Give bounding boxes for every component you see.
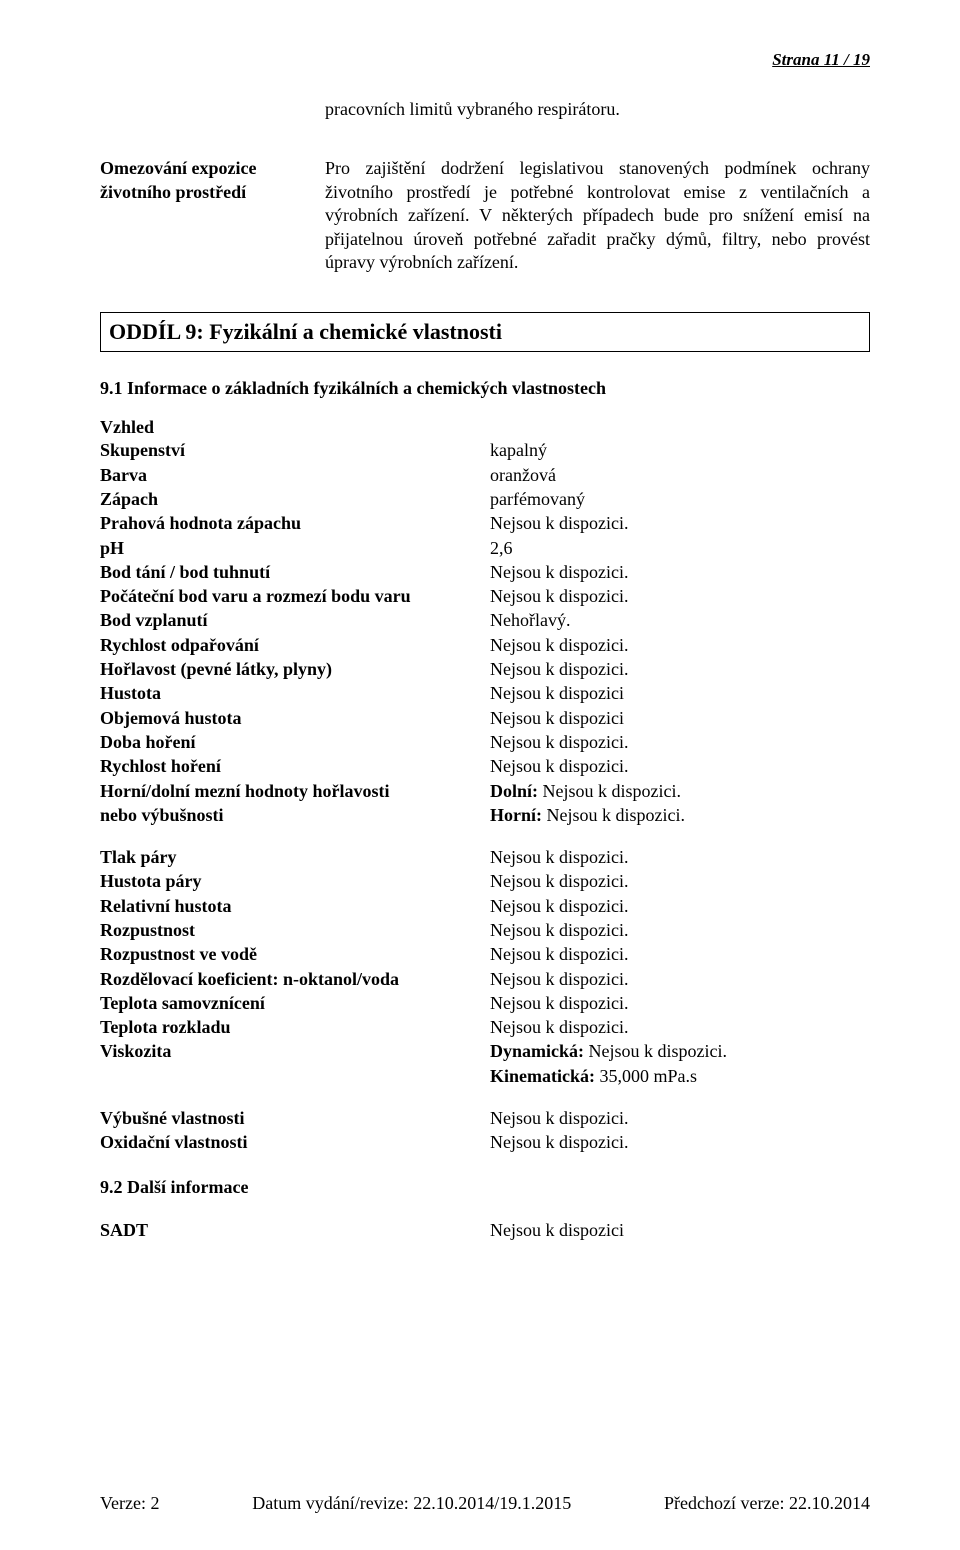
property-key: Barva	[100, 463, 490, 487]
property-value: Nejsou k dispozici.	[490, 918, 870, 942]
property-key: Rychlost hoření	[100, 754, 490, 778]
block1-keys: SkupenstvíBarvaZápachPrahová hodnota záp…	[100, 438, 490, 827]
property-value: Nejsou k dispozici.	[490, 845, 870, 869]
property-key: Tlak páry	[100, 845, 490, 869]
intro-main-row: Omezování expozice životního prostředí P…	[100, 157, 870, 274]
property-value: Nejsou k dispozici.	[490, 869, 870, 893]
property-key: Prahová hodnota zápachu	[100, 511, 490, 535]
footer: Verze: 2 Datum vydání/revize: 22.10.2014…	[100, 1493, 870, 1514]
property-key: Počáteční bod varu a rozmezí bodu varu	[100, 584, 490, 608]
property-key: nebo výbušnosti	[100, 803, 490, 827]
property-key: Hustota páry	[100, 869, 490, 893]
property-value: 2,6	[490, 536, 870, 560]
sadt-key: SADT	[100, 1220, 490, 1241]
property-key: Bod tání / bod tuhnutí	[100, 560, 490, 584]
property-key: Teplota rozkladu	[100, 1015, 490, 1039]
property-key	[100, 1064, 490, 1088]
block3-values: Nejsou k dispozici.Nejsou k dispozici.	[490, 1106, 870, 1155]
page-number: Strana 11 / 19	[100, 50, 870, 70]
property-key: Rozpustnost ve vodě	[100, 942, 490, 966]
sadt-value: Nejsou k dispozici	[490, 1220, 624, 1241]
properties-block-1: SkupenstvíBarvaZápachPrahová hodnota záp…	[100, 438, 870, 827]
property-value: Nejsou k dispozici	[490, 681, 870, 705]
property-value: Nejsou k dispozici.	[490, 511, 870, 535]
property-key: Viskozita	[100, 1039, 490, 1063]
exposure-limit-label: Omezování expozice životního prostředí	[100, 157, 325, 274]
property-value: Nejsou k dispozici.	[490, 560, 870, 584]
property-value: Nejsou k dispozici.	[490, 1106, 870, 1130]
property-key: Objemová hustota	[100, 706, 490, 730]
property-key: Teplota samovznícení	[100, 991, 490, 1015]
exposure-limit-text: Pro zajištění dodržení legislativou stan…	[325, 157, 870, 274]
property-value: Nejsou k dispozici	[490, 706, 870, 730]
property-value: Nejsou k dispozici.	[490, 730, 870, 754]
intro-top-text: pracovních limitů vybraného respirátoru.	[325, 98, 870, 121]
vzhled-label: Vzhled	[100, 417, 870, 438]
property-value: Nehořlavý.	[490, 608, 870, 632]
property-key: Rozpustnost	[100, 918, 490, 942]
property-value: Nejsou k dispozici.	[490, 754, 870, 778]
property-value: Horní: Nejsou k dispozici.	[490, 803, 870, 827]
property-value: Nejsou k dispozici.	[490, 991, 870, 1015]
property-value: Nejsou k dispozici.	[490, 1015, 870, 1039]
property-value: parfémovaný	[490, 487, 870, 511]
block1-values: kapalnýoranžováparfémovanýNejsou k dispo…	[490, 438, 870, 827]
property-key: Zápach	[100, 487, 490, 511]
property-value: Nejsou k dispozici.	[490, 657, 870, 681]
property-value: Nejsou k dispozici.	[490, 967, 870, 991]
property-value: Nejsou k dispozici.	[490, 942, 870, 966]
section-9-1-heading: 9.1 Informace o základních fyzikálních a…	[100, 378, 870, 399]
page-container: Strana 11 / 19 pracovních limitů vybrané…	[0, 0, 960, 1550]
property-key: Oxidační vlastnosti	[100, 1130, 490, 1154]
properties-block-2: Tlak páryHustota páryRelativní hustotaRo…	[100, 845, 870, 1088]
section-9-title: ODDÍL 9: Fyzikální a chemické vlastnosti	[109, 319, 861, 345]
intro-top-row: pracovních limitů vybraného respirátoru.	[100, 98, 870, 121]
property-key: Horní/dolní mezní hodnoty hořlavosti	[100, 779, 490, 803]
properties-block-3: Výbušné vlastnostiOxidační vlastnosti Ne…	[100, 1106, 870, 1155]
block3-keys: Výbušné vlastnostiOxidační vlastnosti	[100, 1106, 490, 1155]
property-key: Hořlavost (pevné látky, plyny)	[100, 657, 490, 681]
property-key: Doba hoření	[100, 730, 490, 754]
block2-keys: Tlak páryHustota páryRelativní hustotaRo…	[100, 845, 490, 1088]
property-value: Nejsou k dispozici.	[490, 1130, 870, 1154]
property-value: Dynamická: Nejsou k dispozici.	[490, 1039, 870, 1063]
property-key: Skupenství	[100, 438, 490, 462]
property-value: oranžová	[490, 463, 870, 487]
property-key: Bod vzplanutí	[100, 608, 490, 632]
intro-top-left-blank	[100, 98, 325, 121]
property-key: Relativní hustota	[100, 894, 490, 918]
property-value: Nejsou k dispozici.	[490, 894, 870, 918]
section-9-header: ODDÍL 9: Fyzikální a chemické vlastnosti	[100, 312, 870, 352]
property-value: Dolní: Nejsou k dispozici.	[490, 779, 870, 803]
property-value: Kinematická: 35,000 mPa.s	[490, 1064, 870, 1088]
footer-version: Verze: 2	[100, 1493, 159, 1514]
sadt-row: SADT Nejsou k dispozici	[100, 1220, 870, 1241]
section-9-2-heading: 9.2 Další informace	[100, 1177, 870, 1198]
property-key: Rychlost odpařování	[100, 633, 490, 657]
property-value: Nejsou k dispozici.	[490, 584, 870, 608]
property-key: Výbušné vlastnosti	[100, 1106, 490, 1130]
property-key: Hustota	[100, 681, 490, 705]
property-value: kapalný	[490, 438, 870, 462]
property-key: Rozdělovací koeficient: n-oktanol/voda	[100, 967, 490, 991]
block2-values: Nejsou k dispozici.Nejsou k dispozici.Ne…	[490, 845, 870, 1088]
property-value: Nejsou k dispozici.	[490, 633, 870, 657]
property-key: pH	[100, 536, 490, 560]
footer-previous: Předchozí verze: 22.10.2014	[664, 1493, 870, 1514]
footer-date: Datum vydání/revize: 22.10.2014/19.1.201…	[252, 1493, 571, 1514]
